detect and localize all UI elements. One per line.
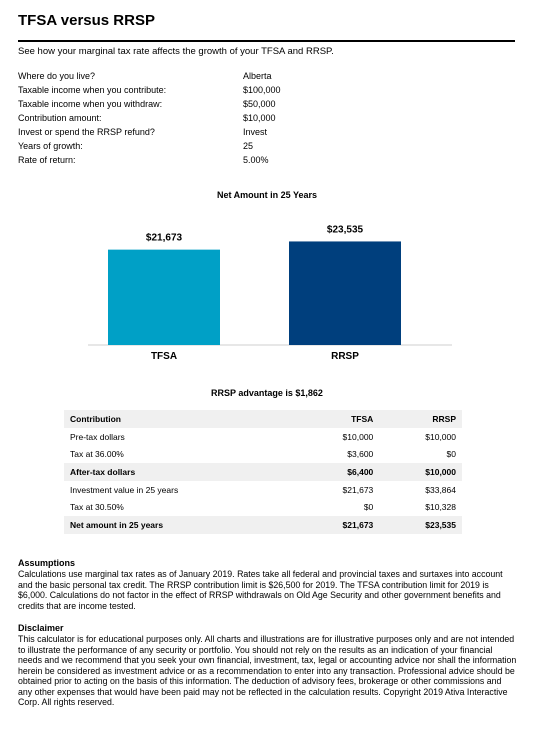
row-rrsp-value: $10,000 [425, 431, 456, 442]
input-value: Invest [243, 127, 268, 137]
row-label: Net amount in 25 years [64, 516, 297, 534]
bar-tfsa [108, 249, 220, 345]
bar-chart: $21,673 $23,535 TFSA RRSP [88, 224, 452, 362]
table-row: Investment value in 25 years $21,673 $33… [64, 481, 462, 499]
row-label: Tax at 30.50% [70, 502, 124, 513]
row-label: Investment value in 25 years [70, 484, 179, 495]
row-tfsa-value: $0 [363, 502, 374, 513]
header-tfsa: TFSA [296, 410, 380, 428]
row-rrsp-value: $10,328 [425, 502, 456, 513]
row-tfsa-value: $21,673 [296, 516, 380, 534]
intro-text: See how your marginal tax rate affects t… [18, 46, 334, 57]
disclaimer-text: This calculator is for educational purpo… [18, 634, 517, 707]
table-row: Pre-tax dollars $10,000 $10,000 [64, 428, 462, 446]
input-label: Taxable income when you withdraw: [18, 99, 163, 109]
table-row: After-tax dollars $6,400 $10,000 [64, 463, 462, 481]
table-row: Tax at 30.50% $0 $10,328 [64, 498, 462, 516]
table-header-row: Contribution TFSA RRSP [64, 410, 462, 428]
results-table: Contribution TFSA RRSP Pre-tax dollars $… [64, 410, 462, 534]
header-rrsp: RRSP [379, 410, 462, 428]
assumptions-heading: Assumptions [18, 558, 76, 568]
table-row: Tax at 36.00% $3,600 $0 [64, 445, 462, 463]
row-tfsa-value: $10,000 [342, 431, 374, 442]
row-rrsp-value: $33,864 [425, 484, 456, 495]
input-label: Rate of return: [18, 155, 76, 165]
row-rrsp-value: $23,535 [379, 516, 462, 534]
input-label: Where do you live? [18, 71, 96, 81]
table-row: Net amount in 25 years $21,673 $23,535 [64, 516, 462, 534]
row-label: After-tax dollars [64, 463, 297, 481]
header-contribution: Contribution [64, 410, 297, 428]
rrsp-advantage-text: RRSP advantage is $1,862 [211, 388, 323, 398]
input-value: $50,000 [243, 99, 276, 109]
category-label-rrsp: RRSP [331, 351, 359, 362]
input-value: 25 [243, 141, 254, 151]
disclaimer-heading: Disclaimer [18, 623, 64, 633]
input-value: 5.00% [243, 155, 269, 165]
chart-title: Net Amount in 25 Years [216, 190, 318, 200]
input-value: Alberta [243, 71, 272, 81]
category-label-tfsa: TFSA [151, 351, 177, 362]
data-label-tfsa: $21,673 [146, 233, 183, 244]
assumptions-text: Calculations use marginal tax rates as o… [18, 569, 503, 611]
row-tfsa-value: $21,673 [342, 484, 374, 495]
input-value: $100,000 [243, 85, 281, 95]
row-tfsa-value: $3,600 [347, 449, 374, 460]
input-label: Contribution amount: [18, 113, 102, 123]
row-label: Tax at 36.00% [70, 449, 124, 460]
row-label: Pre-tax dollars [70, 431, 125, 442]
input-label: Taxable income when you contribute: [18, 85, 167, 95]
title-divider [18, 40, 515, 42]
input-label: Years of growth: [18, 141, 83, 151]
bar-rrsp [289, 241, 401, 345]
row-tfsa-value: $6,400 [296, 463, 380, 481]
input-value: $10,000 [243, 113, 276, 123]
data-label-rrsp: $23,535 [327, 224, 364, 235]
input-label: Invest or spend the RRSP refund? [18, 127, 155, 137]
row-rrsp-value: $0 [446, 449, 456, 460]
page-title: TFSA versus RRSP [18, 12, 155, 29]
row-rrsp-value: $10,000 [379, 463, 462, 481]
